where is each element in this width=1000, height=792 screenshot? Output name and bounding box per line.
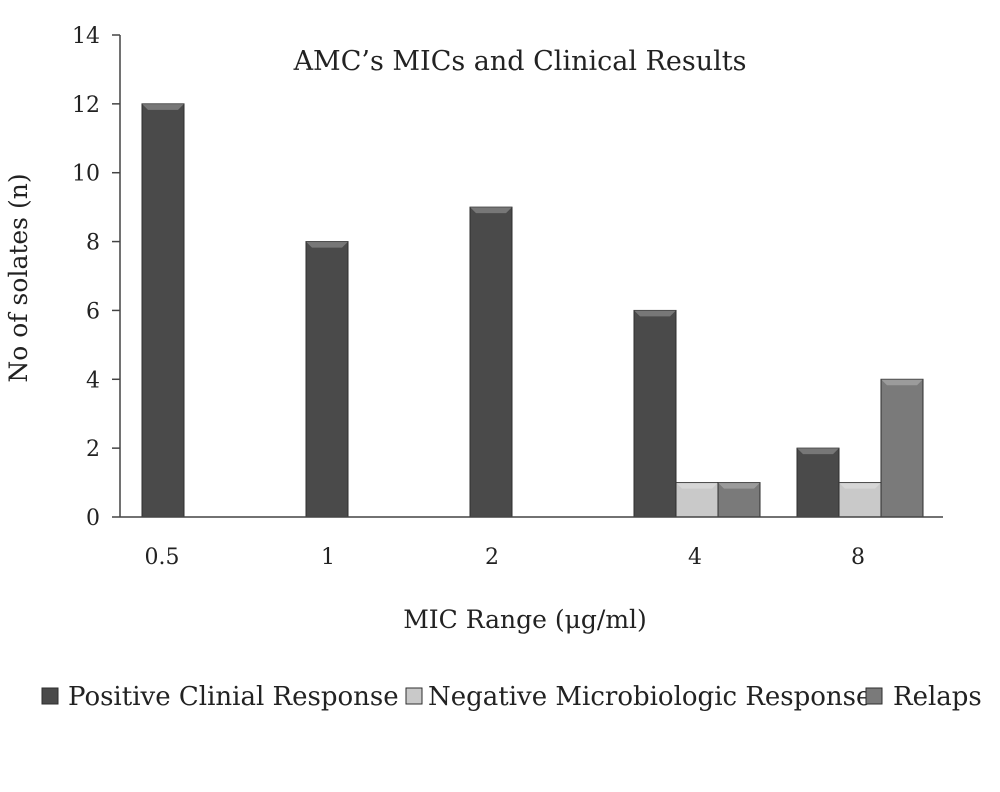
y-tick-label: 0 [86, 506, 100, 531]
bar-bevel [634, 310, 676, 317]
x-tick-label: 2 [485, 545, 499, 570]
bar-bevel [142, 103, 184, 110]
bar-bevel [797, 448, 839, 455]
bar-bevel [676, 482, 718, 489]
bar-bevel [718, 482, 760, 489]
bar-bevel [306, 241, 348, 248]
bar-1-2 [469, 206, 513, 518]
x-tick-label: 4 [688, 545, 702, 570]
legend-label-3: Relaps [893, 682, 982, 712]
y-tick-label: 4 [86, 368, 100, 393]
x-ticks: 0.5 1 2 4 8 [145, 545, 866, 570]
x-tick-label: 0.5 [145, 545, 180, 570]
bar-bevel [881, 379, 923, 386]
bar-1-4 [633, 309, 677, 518]
legend-label-2: Negative Microbiologic Response [428, 682, 871, 712]
x-tick-label: 8 [851, 545, 865, 570]
legend-label-1: Positive Clinial Response [68, 682, 399, 712]
bar-3-8 [880, 378, 924, 518]
x-tick-label: 1 [321, 545, 335, 570]
legend-swatch-2 [405, 687, 423, 705]
bar-1-0.5 [141, 103, 185, 518]
bar-1-1 [305, 241, 349, 518]
y-tick-label: 6 [86, 299, 100, 324]
legend-swatch-3 [865, 687, 883, 705]
bar-bevel [839, 482, 881, 489]
bar-bevel [470, 207, 512, 214]
y-tick-label: 2 [86, 437, 100, 462]
y-axis-title: No of solates (n) [4, 173, 33, 382]
legend: Positive Clinial Response Negative Microb… [41, 682, 982, 712]
y-tick-label: 8 [86, 231, 100, 256]
x-axis-title: MIC Range (μg/ml) [403, 605, 647, 634]
bar-1-8 [796, 447, 840, 518]
y-tick-label: 12 [72, 93, 100, 118]
y-tick-label: 14 [72, 24, 100, 49]
y-ticks: 0 2 4 6 8 10 12 14 [72, 24, 120, 531]
bar-2-4 [675, 482, 719, 518]
bars-group [141, 103, 924, 518]
y-tick-label: 10 [72, 162, 100, 187]
chart-title: AMC’s MICs and Clinical Results [293, 46, 747, 77]
bar-2-8 [838, 482, 882, 518]
legend-swatch-1 [41, 687, 59, 705]
